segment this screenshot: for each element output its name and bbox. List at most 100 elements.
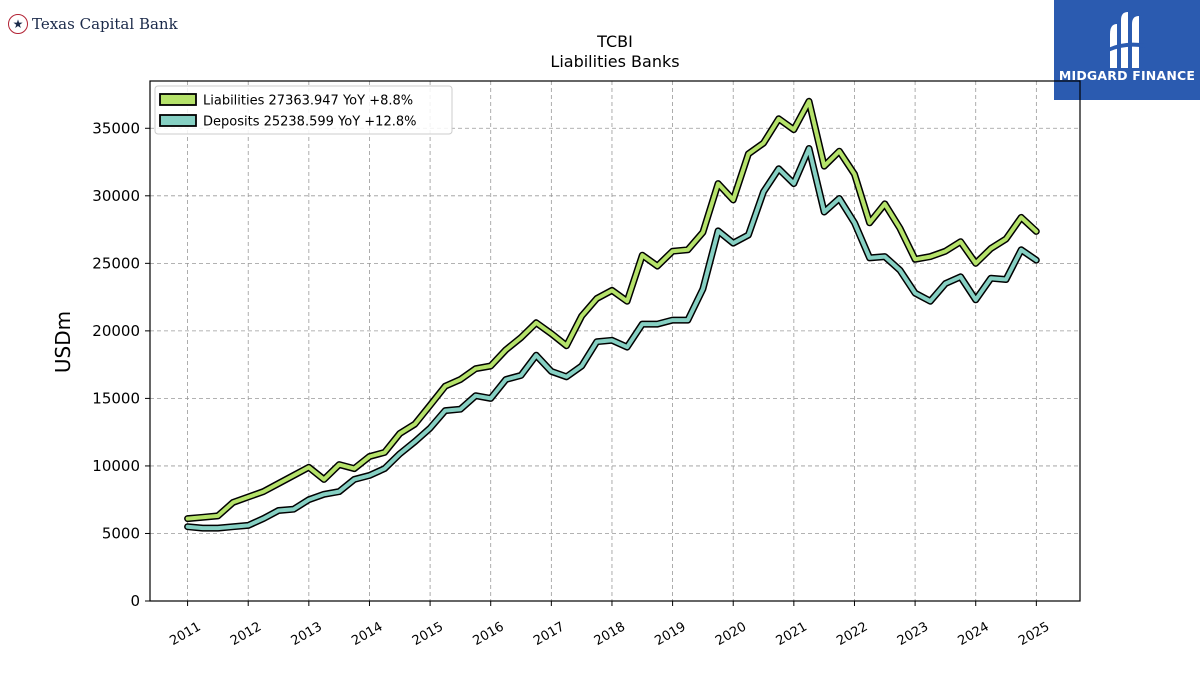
x-tick-label: 2016 [471,619,507,649]
data-point [656,265,659,267]
data-point [899,269,901,271]
data-point [217,527,219,529]
data-point [717,183,719,185]
y-tick-label: 15000 [92,389,140,407]
data-point [762,191,765,193]
data-point [929,300,931,302]
data-point [944,250,947,252]
data-point [277,509,280,512]
data-point [808,147,810,150]
data-point [641,323,643,325]
x-tick-label: 2022 [834,619,870,649]
data-point [505,349,507,351]
data-point [353,478,355,480]
x-tick-label: 2014 [349,619,385,649]
data-point [414,423,416,425]
data-point [990,277,992,279]
data-point [960,241,962,243]
data-point [187,526,189,528]
data-point [565,376,568,378]
data-point [914,258,916,260]
data-point [990,247,992,250]
data-point [475,368,477,370]
data-point [444,385,446,387]
data-point [975,299,977,301]
data-point [762,142,765,144]
data-point [884,203,886,205]
chart-subtitle: Liabilities Banks [550,52,679,71]
data-point [368,455,371,458]
data-point [732,242,734,244]
data-point [793,183,795,185]
legend-box [154,85,453,135]
data-point [353,468,355,470]
data-point [1020,249,1022,251]
data-point [323,493,325,495]
x-tick-label: 2012 [228,619,264,649]
data-point [384,468,386,470]
data-point [853,173,856,175]
data-point [1005,238,1007,240]
data-point [687,319,689,321]
data-point [338,464,340,466]
plot-area-frame [149,80,1081,602]
midgard-finance-logo: MIDGARD FINANCE [1054,0,1200,100]
legend-swatch-liabilities [159,93,197,106]
data-point [869,257,871,259]
data-point [702,288,704,290]
data-point [293,474,295,476]
data-point [884,256,886,258]
data-point [672,319,674,321]
data-point [323,478,325,480]
data-point [399,432,401,435]
x-tick-label: 2015 [410,619,446,649]
data-point [308,466,310,468]
data-point [338,491,340,493]
data-point [187,518,189,520]
x-tick-label: 2017 [531,619,567,649]
y-tick-label: 10000 [92,457,140,475]
data-point [550,370,552,372]
data-point [596,297,598,300]
data-point [869,222,871,224]
data-point [247,496,249,498]
data-point [277,482,280,485]
data-point [535,354,537,356]
data-point [944,283,947,285]
data-point [202,516,204,518]
data-point [232,501,234,503]
series-line-0 [185,99,1039,521]
data-point [429,404,431,406]
data-point [217,515,219,517]
data-point [596,341,598,343]
x-tick-label: 2018 [592,619,628,649]
data-point [414,441,416,443]
legend-label-liabilities: Liabilities 27363.947 YoY +8.8% [203,94,413,109]
data-point [808,100,810,102]
data-point [626,346,628,348]
data-point [1035,259,1037,261]
data-point [475,395,477,397]
y-tick-label: 30000 [92,187,140,205]
data-point [914,292,916,294]
data-point [1035,230,1037,232]
y-tick-label: 0 [130,592,140,610]
y-tick-label: 5000 [102,524,140,542]
data-point [490,365,492,367]
data-point [747,153,750,155]
data-point [232,526,234,528]
data-point [262,518,264,520]
data-point [384,451,386,453]
data-point [611,339,613,341]
data-point [853,222,856,224]
data-point [687,249,689,251]
data-point [520,374,522,376]
data-point [778,168,780,170]
data-point [702,231,704,233]
legend: Liabilities 27363.947 YoY +8.8% Deposits… [154,85,453,135]
data-point [399,453,401,455]
star-icon: ★ [8,14,28,34]
y-tick-label: 20000 [92,322,140,340]
data-point [929,256,931,258]
data-point [459,408,461,410]
